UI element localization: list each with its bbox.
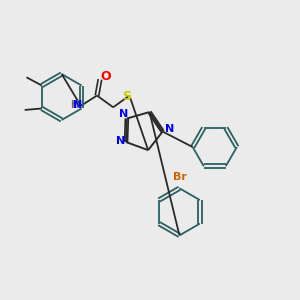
Text: O: O — [100, 70, 111, 83]
Text: N: N — [119, 109, 128, 119]
Text: S: S — [122, 90, 131, 103]
Text: N: N — [73, 100, 83, 110]
Text: N: N — [116, 136, 125, 146]
Text: Br: Br — [173, 172, 187, 182]
Text: H: H — [70, 100, 78, 110]
Text: N: N — [164, 124, 174, 134]
